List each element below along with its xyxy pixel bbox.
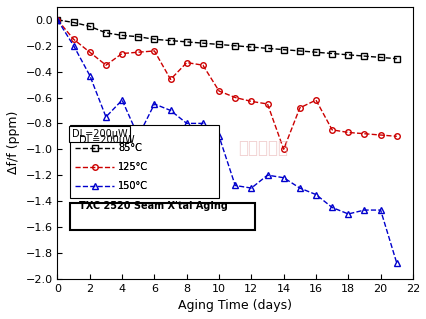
FancyBboxPatch shape bbox=[70, 125, 219, 198]
Text: 150°C: 150°C bbox=[118, 181, 147, 191]
X-axis label: Aging Time (days): Aging Time (days) bbox=[178, 299, 291, 312]
Text: 金洛鑫电子: 金洛鑫电子 bbox=[238, 139, 288, 157]
Text: 150°C: 150°C bbox=[118, 181, 147, 191]
Text: TXC 2520 Seam X'tal Aging: TXC 2520 Seam X'tal Aging bbox=[79, 201, 227, 211]
Text: 125°C: 125°C bbox=[118, 162, 148, 172]
FancyBboxPatch shape bbox=[70, 203, 254, 230]
Text: DL=200μW: DL=200μW bbox=[79, 135, 134, 145]
Text: 125°C: 125°C bbox=[118, 162, 148, 172]
Y-axis label: Δf/f (ppm): Δf/f (ppm) bbox=[7, 111, 20, 174]
Text: DL=200μW: DL=200μW bbox=[72, 129, 127, 139]
Text: 85°C: 85°C bbox=[118, 143, 141, 153]
Text: 85°C: 85°C bbox=[118, 143, 141, 153]
